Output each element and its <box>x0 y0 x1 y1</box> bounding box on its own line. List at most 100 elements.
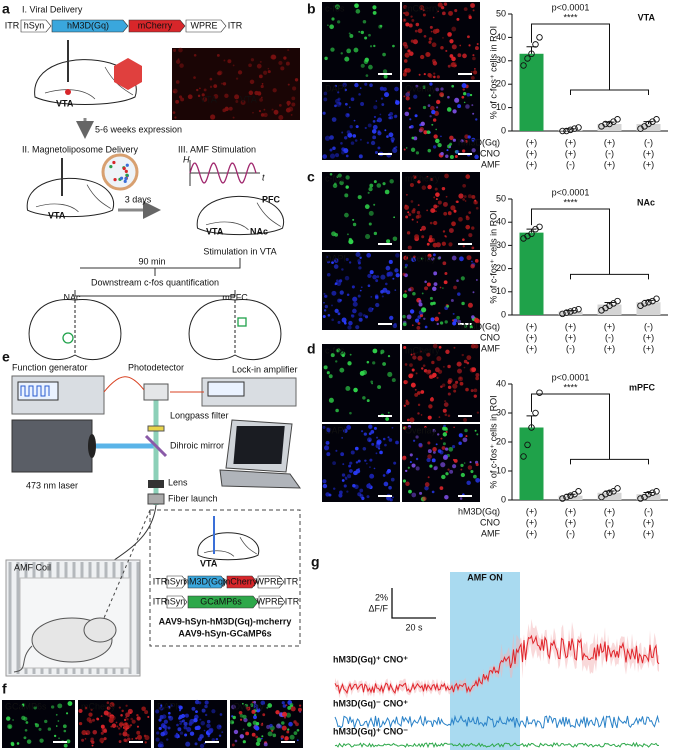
cell <box>326 260 330 264</box>
scale-bar <box>391 588 436 619</box>
label: WPRE <box>256 576 283 586</box>
cell <box>111 723 117 728</box>
cell <box>363 59 369 65</box>
cell <box>207 734 210 738</box>
cell <box>422 13 426 17</box>
cell <box>448 145 452 149</box>
condition-value: (-) <box>644 506 653 516</box>
condition-value: (+) <box>643 343 654 353</box>
cell <box>345 257 349 262</box>
cell <box>174 116 177 119</box>
cell <box>234 739 238 743</box>
cell <box>449 39 454 44</box>
cell <box>466 480 471 486</box>
cell <box>426 209 429 212</box>
data-point <box>653 488 660 495</box>
cell <box>370 380 374 384</box>
cell <box>449 154 454 159</box>
cell <box>355 252 361 258</box>
data-point <box>575 124 582 131</box>
cell <box>431 458 436 463</box>
cell <box>367 273 372 278</box>
cell <box>255 735 259 739</box>
micrograph <box>322 2 400 80</box>
cell <box>405 147 408 149</box>
cell <box>346 233 349 236</box>
cell <box>232 64 235 67</box>
cell <box>442 261 447 266</box>
label: Downstream c-fos quantification <box>91 277 219 287</box>
cell <box>431 42 437 48</box>
cell <box>403 427 406 429</box>
cell <box>175 59 181 64</box>
construct-element <box>128 19 186 33</box>
cell <box>359 87 362 90</box>
label: 5-6 weeks expression <box>95 124 182 134</box>
label: VTA <box>56 98 74 108</box>
cell <box>377 385 382 390</box>
cell <box>78 708 83 714</box>
cell <box>443 2 448 6</box>
cell <box>429 221 433 225</box>
data-point <box>563 309 570 316</box>
cell <box>334 104 337 108</box>
cell <box>273 109 279 115</box>
cell <box>459 377 462 380</box>
cell <box>426 457 431 463</box>
cell <box>125 723 128 726</box>
cell <box>424 325 428 329</box>
cell <box>106 701 110 705</box>
y-axis-label: % of c-fos⁺ cells in ROI <box>488 210 498 303</box>
cell <box>127 708 133 714</box>
cell <box>442 287 444 289</box>
cell <box>218 734 222 738</box>
cell <box>409 309 415 314</box>
cell <box>427 441 431 445</box>
cell <box>472 56 476 61</box>
cell <box>408 489 412 494</box>
cell <box>389 498 392 501</box>
cell <box>406 68 411 73</box>
cell <box>395 253 400 258</box>
cell <box>445 430 448 434</box>
cell <box>344 56 350 62</box>
scale-bar <box>378 323 392 325</box>
cell <box>432 286 437 292</box>
cell <box>450 299 454 302</box>
cell <box>348 32 351 35</box>
cell <box>106 706 111 710</box>
cell <box>185 741 191 747</box>
cell <box>281 701 285 705</box>
data-point <box>559 310 566 318</box>
cell <box>57 703 63 709</box>
condition-name: AMF <box>481 343 501 353</box>
cell <box>413 136 418 141</box>
cell <box>381 103 385 106</box>
cell <box>322 425 326 429</box>
cell <box>472 112 475 115</box>
cell <box>442 11 446 16</box>
cell <box>345 154 349 158</box>
cell <box>466 92 471 97</box>
cell <box>374 295 379 300</box>
cell <box>476 411 480 414</box>
cell <box>254 90 259 96</box>
cell <box>448 446 454 452</box>
cell <box>368 186 373 192</box>
cell <box>453 426 455 429</box>
cell <box>174 734 178 738</box>
stars: **** <box>563 197 578 207</box>
error-bar <box>526 46 537 54</box>
cell <box>429 25 433 29</box>
cell <box>370 295 373 298</box>
cell <box>433 282 438 287</box>
cell <box>445 195 448 198</box>
cell <box>55 713 58 716</box>
cell <box>91 740 95 744</box>
cell <box>341 479 345 482</box>
cell <box>224 93 229 99</box>
construct-element <box>51 19 129 33</box>
cell <box>344 88 347 92</box>
cell <box>120 713 123 717</box>
cell <box>413 255 416 259</box>
